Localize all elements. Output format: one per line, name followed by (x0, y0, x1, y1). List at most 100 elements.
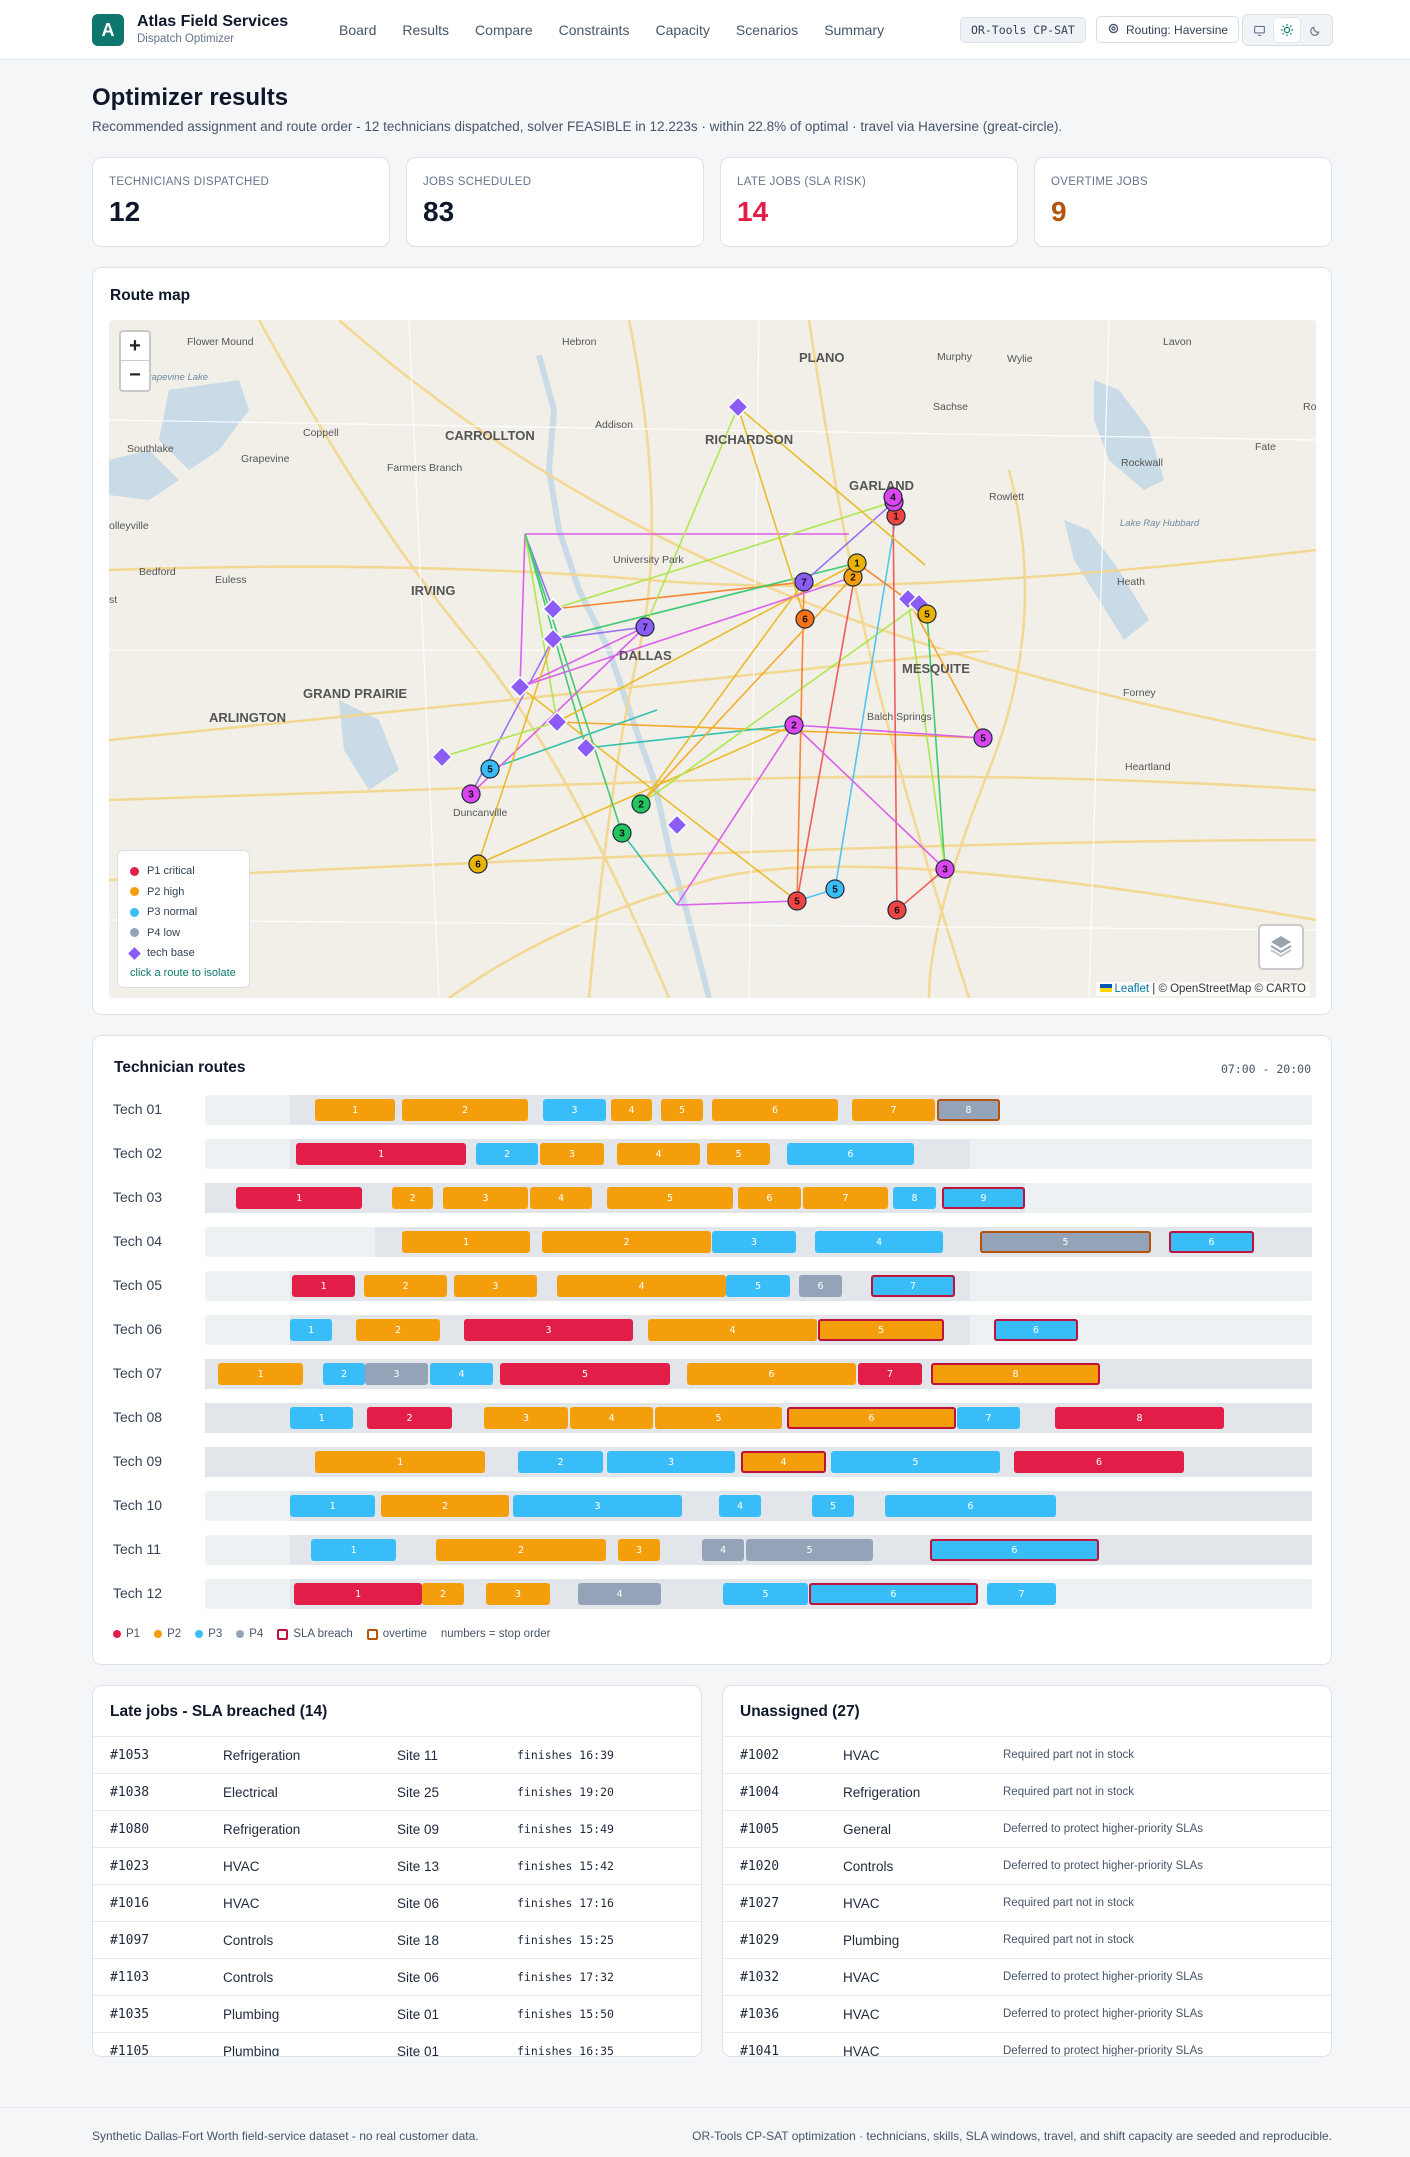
nav-scenarios[interactable]: Scenarios (735, 22, 799, 38)
route-stop-bar[interactable]: 4 (557, 1275, 726, 1297)
route-line[interactable] (796, 581, 805, 902)
route-line[interactable] (640, 576, 854, 805)
table-row[interactable]: #1105 Plumbing Site 01 finishes 16:35 (93, 2032, 701, 2056)
job-stop-marker[interactable]: 7 (635, 617, 655, 637)
route-stop-bar[interactable]: 2 (422, 1583, 464, 1605)
route-stop-bar[interactable]: 3 (454, 1275, 537, 1297)
route-line[interactable] (477, 724, 795, 865)
route-line[interactable] (519, 576, 854, 688)
table-row[interactable]: #1020 Controls Deferred to protect higher-… (723, 1847, 1331, 1884)
route-stop-bar[interactable]: 5 (812, 1495, 854, 1517)
tech-base-marker[interactable] (546, 711, 568, 733)
route-line[interactable] (644, 406, 739, 628)
route-stop-bar[interactable]: 3 (543, 1099, 606, 1121)
route-stop-bar[interactable]: 8 (931, 1363, 1100, 1385)
route-stop-bar[interactable]: 1 (290, 1495, 375, 1517)
job-stop-marker[interactable]: 7 (794, 572, 814, 592)
route-stop-bar[interactable]: 1 (236, 1187, 362, 1209)
route-stop-bar[interactable]: 4 (719, 1495, 761, 1517)
nav-compare[interactable]: Compare (475, 22, 533, 38)
nav-board[interactable]: Board (339, 22, 377, 38)
route-stop-bar[interactable]: 4 (741, 1451, 826, 1473)
job-stop-marker[interactable]: 5 (480, 759, 500, 779)
job-stop-marker[interactable]: 2 (631, 794, 651, 814)
route-line[interactable] (737, 406, 806, 620)
route-stop-bar[interactable]: 5 (655, 1407, 782, 1429)
job-stop-marker[interactable]: 1 (847, 553, 867, 573)
route-line[interactable] (477, 638, 554, 865)
route-stop-bar[interactable]: 6 (687, 1363, 856, 1385)
route-stop-bar[interactable]: 1 (402, 1231, 530, 1253)
route-stop-bar[interactable]: 5 (723, 1583, 808, 1605)
nav-constraints[interactable]: Constraints (558, 22, 630, 38)
route-stop-bar[interactable]: 2 (518, 1451, 603, 1473)
job-stop-marker[interactable]: 5 (825, 879, 845, 899)
route-stop-bar[interactable]: 4 (570, 1407, 653, 1429)
route-stop-bar[interactable]: 8 (1055, 1407, 1224, 1429)
table-row[interactable]: #1004 Refrigeration Required part not in s… (723, 1773, 1331, 1810)
route-line[interactable] (803, 501, 895, 583)
route-stop-bar[interactable]: 1 (311, 1539, 396, 1561)
route-line[interactable] (677, 900, 798, 906)
route-line[interactable] (489, 709, 658, 770)
route-line[interactable] (524, 533, 558, 723)
sun-icon[interactable] (1274, 18, 1301, 42)
route-stop-bar[interactable]: 5 (831, 1451, 1000, 1473)
route-stop-bar[interactable]: 6 (930, 1539, 1099, 1561)
leaflet-link[interactable]: Leaflet (1114, 983, 1150, 995)
route-stop-bar[interactable]: 6 (712, 1099, 838, 1121)
table-row[interactable]: #1036 HVAC Deferred to protect higher-prio… (723, 1995, 1331, 2032)
table-row[interactable]: #1016 HVAC Site 06 finishes 17:16 (93, 1884, 701, 1921)
route-stop-bar[interactable]: 4 (578, 1583, 661, 1605)
route-line[interactable] (676, 724, 795, 906)
route-stop-bar[interactable]: 2 (402, 1099, 528, 1121)
job-stop-marker[interactable]: 6 (887, 900, 907, 920)
job-stop-marker[interactable]: 6 (795, 609, 815, 629)
route-stop-bar[interactable]: 1 (294, 1583, 422, 1605)
table-row[interactable]: #1027 HVAC Required part not in stock (723, 1884, 1331, 1921)
route-stop-bar[interactable]: 6 (1169, 1231, 1254, 1253)
route-stop-bar[interactable]: 3 (513, 1495, 682, 1517)
route-stop-bar[interactable]: 4 (617, 1143, 700, 1165)
route-stop-bar[interactable]: 6 (738, 1187, 801, 1209)
table-row[interactable]: #1032 HVAC Deferred to protect higher-prio… (723, 1958, 1331, 1995)
route-stop-bar[interactable]: 6 (1014, 1451, 1184, 1473)
tech-base-marker[interactable] (431, 746, 453, 768)
route-stop-bar[interactable]: 6 (994, 1319, 1078, 1341)
table-row[interactable]: #1035 Plumbing Site 01 finishes 15:50 (93, 1995, 701, 2032)
route-stop-bar[interactable]: 6 (787, 1407, 956, 1429)
zoom-out-button[interactable]: − (129, 364, 141, 386)
moon-icon[interactable] (1302, 18, 1328, 42)
route-stop-bar[interactable]: 5 (818, 1319, 944, 1341)
route-stop-bar[interactable]: 8 (893, 1187, 936, 1209)
route-stop-bar[interactable]: 1 (290, 1407, 353, 1429)
route-line[interactable] (640, 603, 920, 805)
route-line[interactable] (621, 832, 678, 906)
route-line[interactable] (556, 721, 984, 739)
route-map[interactable]: Flower Mound Hebron PLANO Murphy Wylie Lavon G… (109, 320, 1316, 998)
route-stop-bar[interactable]: 1 (296, 1143, 466, 1165)
tech-base-marker[interactable] (509, 676, 531, 698)
route-stop-bar[interactable]: 3 (712, 1231, 796, 1253)
job-stop-marker[interactable]: 3 (935, 859, 955, 879)
tech-base-marker[interactable] (575, 737, 597, 759)
nav-capacity[interactable]: Capacity (655, 22, 710, 38)
route-stop-bar[interactable]: 2 (476, 1143, 538, 1165)
route-stop-bar[interactable]: 5 (980, 1231, 1151, 1253)
route-stop-bar[interactable]: 5 (607, 1187, 733, 1209)
route-stop-bar[interactable]: 7 (858, 1363, 922, 1385)
route-stop-bar[interactable]: 6 (885, 1495, 1056, 1517)
route-line[interactable] (892, 501, 898, 911)
route-stop-bar[interactable]: 1 (290, 1319, 332, 1341)
route-line[interactable] (834, 515, 897, 890)
route-line[interactable] (640, 581, 805, 805)
route-stop-bar[interactable]: 4 (702, 1539, 744, 1561)
route-stop-bar[interactable]: 2 (323, 1363, 365, 1385)
route-stop-bar[interactable]: 4 (815, 1231, 943, 1253)
route-stop-bar[interactable]: 3 (540, 1143, 604, 1165)
